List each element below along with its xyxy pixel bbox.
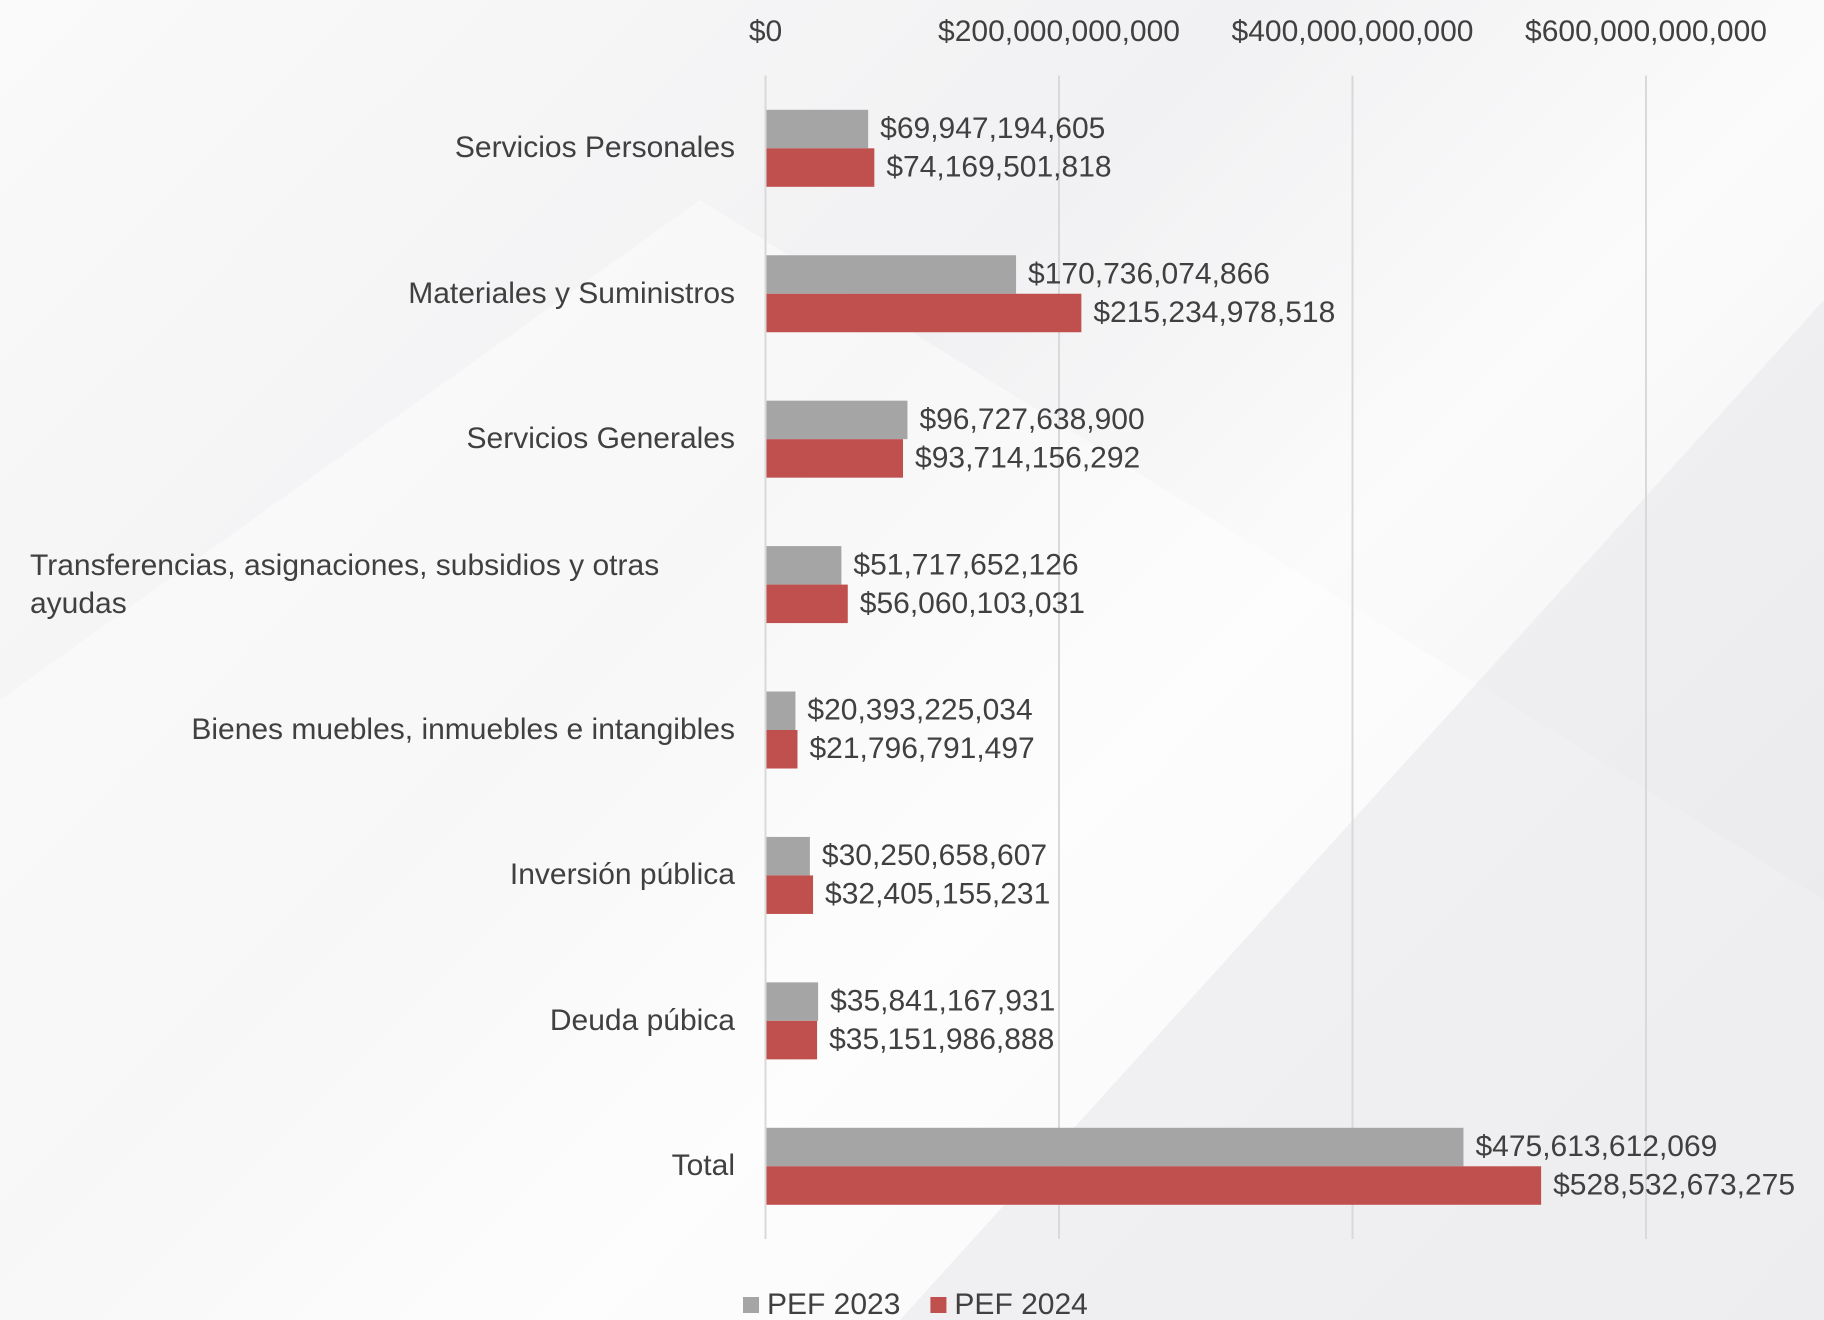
bar (765, 691, 796, 731)
bar (765, 148, 875, 187)
bar (765, 982, 819, 1021)
data-label: $32,405,155,231 (825, 878, 1050, 911)
legend-swatch (930, 1297, 947, 1313)
x-tick-label: $600,000,000,000 (1525, 15, 1767, 48)
bar (765, 1020, 818, 1060)
data-label: $215,234,978,518 (1093, 296, 1335, 329)
bar (765, 584, 848, 624)
category-text: Deuda púbica (549, 1003, 735, 1037)
bar (765, 400, 908, 440)
y-tick-label: Deuda púbica (30, 971, 735, 1071)
bar (765, 1127, 1464, 1167)
data-label: $528,532,673,275 (1553, 1168, 1795, 1201)
category-text: Servicios Personales (454, 131, 735, 165)
bar (765, 255, 1017, 294)
y-tick-label: Materiales y Suministros (30, 244, 735, 344)
data-label: $69,947,194,605 (880, 112, 1105, 145)
legend-label: PEF 2024 (954, 1288, 1087, 1320)
bar (765, 293, 1082, 333)
data-label: $35,151,986,888 (829, 1023, 1054, 1056)
bar (765, 836, 810, 876)
y-tick-label: Inversión pública (30, 825, 735, 925)
x-tick-label: $200,000,000,000 (938, 15, 1180, 48)
bar (765, 546, 842, 585)
bar (765, 730, 798, 769)
data-label: $56,060,103,031 (860, 587, 1085, 620)
category-text: Inversión pública (509, 858, 735, 892)
data-label: $475,613,612,069 (1475, 1130, 1717, 1163)
data-label: $51,717,652,126 (853, 548, 1078, 581)
data-label: $30,250,658,607 (822, 839, 1047, 872)
y-tick-label: Bienes muebles, inmuebles e intangibles (30, 680, 735, 780)
background-shape (900, 300, 1824, 1320)
legend-label: PEF 2023 (767, 1288, 900, 1320)
bar (765, 439, 904, 478)
x-tick-label: $0 (749, 15, 782, 48)
y-tick-label: Transferencias, asignaciones, subsidios … (30, 535, 735, 635)
data-label: $21,796,791,497 (809, 732, 1034, 765)
bar (765, 109, 869, 149)
data-label: $74,169,501,818 (886, 150, 1111, 183)
x-tick-label: $400,000,000,000 (1232, 15, 1474, 48)
y-tick-label: Total (30, 1116, 735, 1216)
data-label: $96,727,638,900 (919, 403, 1144, 436)
bar (765, 875, 814, 914)
category-text: Materiales y Suministros (408, 276, 735, 310)
data-label: $35,841,167,931 (830, 985, 1055, 1018)
data-label: $93,714,156,292 (915, 441, 1140, 474)
data-label: $170,736,074,866 (1028, 257, 1270, 290)
category-text: Total (671, 1149, 735, 1183)
y-tick-label: Servicios Generales (30, 389, 735, 489)
bar (765, 1166, 1542, 1205)
y-tick-label: Servicios Personales (30, 98, 735, 198)
category-text: Servicios Generales (466, 422, 735, 456)
legend-swatch (743, 1297, 759, 1313)
category-text: Transferencias, asignaciones, subsidios … (30, 548, 660, 620)
category-text: Bienes muebles, inmuebles e intangibles (191, 713, 735, 746)
data-label: $20,393,225,034 (807, 694, 1032, 727)
